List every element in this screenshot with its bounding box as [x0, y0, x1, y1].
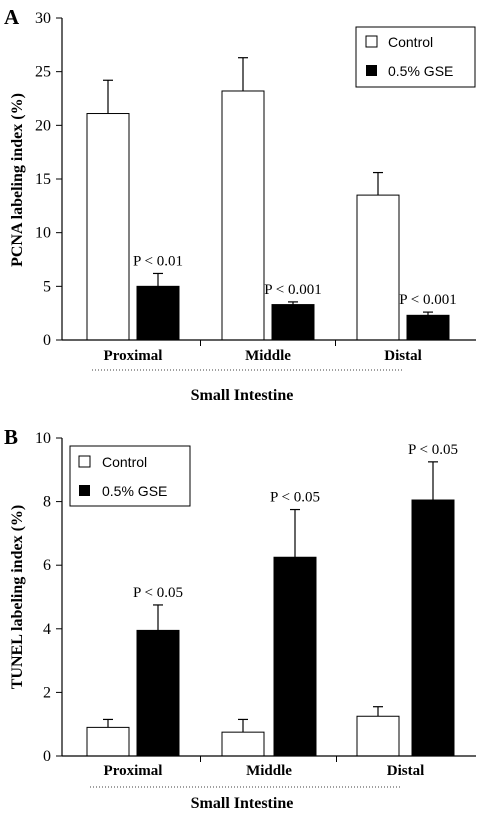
legend-swatch-control-b [78, 455, 91, 468]
y-tick-label-a: 15 [35, 171, 51, 188]
panel-a: A PCNA labeling index (%) Small Intestin… [4, 5, 476, 404]
bar-a-control-0 [86, 113, 130, 341]
y-axis-label-b: TUNEL labeling index (%) [9, 505, 26, 689]
panel-letter-b: B [4, 425, 18, 449]
p-value-label-a: P < 0.01 [133, 253, 183, 269]
x-tick-label-a: Middle [245, 348, 291, 364]
y-tick-label-b: 8 [43, 494, 51, 511]
p-value-label-a: P < 0.001 [264, 282, 322, 298]
x-tick-label-a: Proximal [104, 348, 163, 364]
bar-b-gse-2 [411, 499, 455, 757]
y-axis-label-a: PCNA labeling index (%) [9, 93, 26, 267]
p-value-label-b: P < 0.05 [270, 490, 320, 506]
legend-b: Control 0.5% GSE [69, 445, 191, 507]
y-tick-label-b: 10 [35, 430, 51, 447]
legend-swatch-control-a [365, 35, 378, 48]
bar-b-control-1 [221, 731, 265, 757]
x-tick-label-b: Distal [387, 763, 425, 779]
bar-a-control-2 [356, 194, 400, 341]
bar-b-gse-1 [273, 556, 317, 757]
bar-b-gse-0 [136, 629, 180, 757]
y-tick-label-b: 4 [43, 621, 51, 638]
legend-label-control-a: Control [388, 34, 433, 50]
y-tick-label-b: 6 [43, 557, 51, 574]
bars-a: 0 5 10 15 20 25 30 P < 0.01 P < 0.001 P < 0.001 Pr… [35, 10, 476, 371]
x-axis-label-a: Small Intestine [191, 387, 294, 404]
bar-a-gse-0 [136, 285, 180, 341]
x-tick-label-b: Proximal [104, 763, 163, 779]
y-tick-label-a: 30 [35, 10, 51, 27]
y-tick-label-a: 5 [43, 278, 51, 295]
bars-b: 0 2 4 6 8 10 P < 0.05 P < 0.05 P < 0.05 Proximal M… [35, 430, 476, 788]
y-tick-label-a: 0 [43, 332, 51, 349]
y-tick-label-b: 0 [43, 748, 51, 765]
x-tick-label-b: Middle [246, 763, 292, 779]
legend-label-gse-a: 0.5% GSE [388, 63, 453, 79]
bar-b-control-2 [356, 715, 400, 757]
bar-a-gse-2 [406, 314, 450, 341]
legend-swatch-gse-a [366, 65, 377, 76]
p-value-label-b: P < 0.05 [133, 585, 183, 601]
y-tick-label-a: 10 [35, 225, 51, 242]
p-value-label-a: P < 0.001 [399, 292, 457, 308]
y-tick-label-a: 25 [35, 64, 51, 81]
panel-letter-a: A [4, 5, 20, 29]
x-tick-label-a: Distal [384, 348, 422, 364]
legend-label-gse-b: 0.5% GSE [102, 483, 167, 499]
bar-a-gse-1 [271, 304, 315, 341]
bar-b-control-0 [86, 726, 130, 757]
p-value-label-b: P < 0.05 [408, 442, 458, 458]
legend-label-control-b: Control [102, 454, 147, 470]
y-tick-label-b: 2 [43, 684, 51, 701]
legend-swatch-gse-b [79, 485, 90, 496]
panel-b: B TUNEL labeling index (%) Small Intesti… [4, 425, 476, 812]
y-tick-label-a: 20 [35, 117, 51, 134]
bar-a-control-1 [221, 90, 265, 341]
legend-a: Control 0.5% GSE [355, 26, 476, 88]
x-axis-label-b: Small Intestine [191, 795, 294, 812]
